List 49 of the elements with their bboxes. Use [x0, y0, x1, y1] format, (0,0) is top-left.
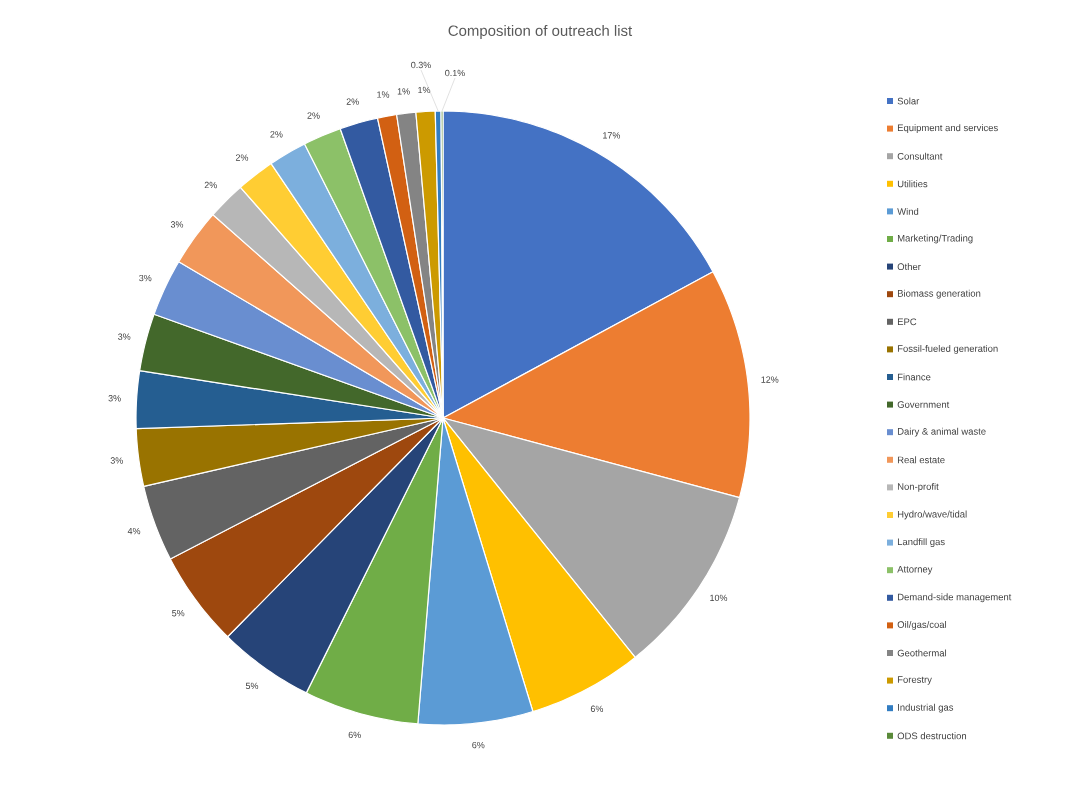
data-label: 0.1% — [445, 69, 465, 77]
legend-label: Equipment and services — [897, 124, 998, 133]
legend-label: Consultant — [897, 152, 943, 160]
legend-label: Non-profit — [897, 482, 939, 492]
legend-label: Government — [897, 401, 950, 408]
legend-label: Finance — [897, 373, 931, 381]
legend-label: Dairy & animal waste — [897, 427, 986, 437]
data-label: 3% — [170, 221, 184, 228]
data-label: 10% — [710, 594, 728, 602]
legend-label: Industrial gas — [898, 703, 954, 713]
data-label: 1% — [418, 86, 431, 94]
legend-label: Utilities — [897, 180, 928, 188]
data-label: 6% — [472, 741, 485, 749]
data-label: 12% — [761, 376, 779, 383]
legend-label: Hydro/wave/tidal — [897, 510, 967, 520]
data-label: 5% — [172, 610, 185, 617]
data-label: 5% — [245, 682, 259, 690]
legend-label: Solar — [897, 97, 920, 105]
legend-label: Attorney — [897, 565, 933, 575]
data-label: 4% — [127, 527, 141, 535]
data-label: 2% — [235, 154, 249, 161]
data-label: 1% — [397, 88, 410, 95]
data-label: 6% — [348, 731, 361, 739]
legend-label: Other — [897, 263, 921, 271]
data-label: 2% — [346, 98, 359, 105]
legend-label: EPC — [897, 318, 917, 326]
data-label: 2% — [204, 181, 217, 189]
legend-label: Landfill gas — [897, 538, 945, 547]
legend-label: Wind — [897, 207, 919, 215]
legend-label: Geothermal — [897, 649, 947, 657]
legend-label: Biomass generation — [897, 289, 981, 299]
legend-label: Marketing/Trading — [897, 234, 973, 244]
data-label: 2% — [270, 131, 283, 138]
legend-label: Forestry — [897, 676, 932, 685]
data-label: 6% — [590, 705, 604, 712]
chart-title: Composition of outreach list — [448, 25, 633, 39]
data-label: 0.3% — [411, 61, 431, 69]
data-label: 17% — [603, 132, 621, 139]
legend-label: Fossil-fueled generation — [897, 344, 998, 354]
legend-label: Oil/gas/coal — [897, 620, 947, 630]
data-label: 3% — [108, 395, 121, 402]
data-label: 3% — [110, 457, 123, 464]
data-label: 1% — [377, 91, 390, 98]
data-label: 2% — [307, 112, 320, 119]
legend-label: Real estate — [897, 456, 945, 464]
legend-label: Demand-side management — [897, 593, 1012, 603]
data-label: 3% — [118, 333, 131, 340]
legend-label: ODS destruction — [897, 732, 967, 740]
data-label: 3% — [139, 274, 152, 282]
